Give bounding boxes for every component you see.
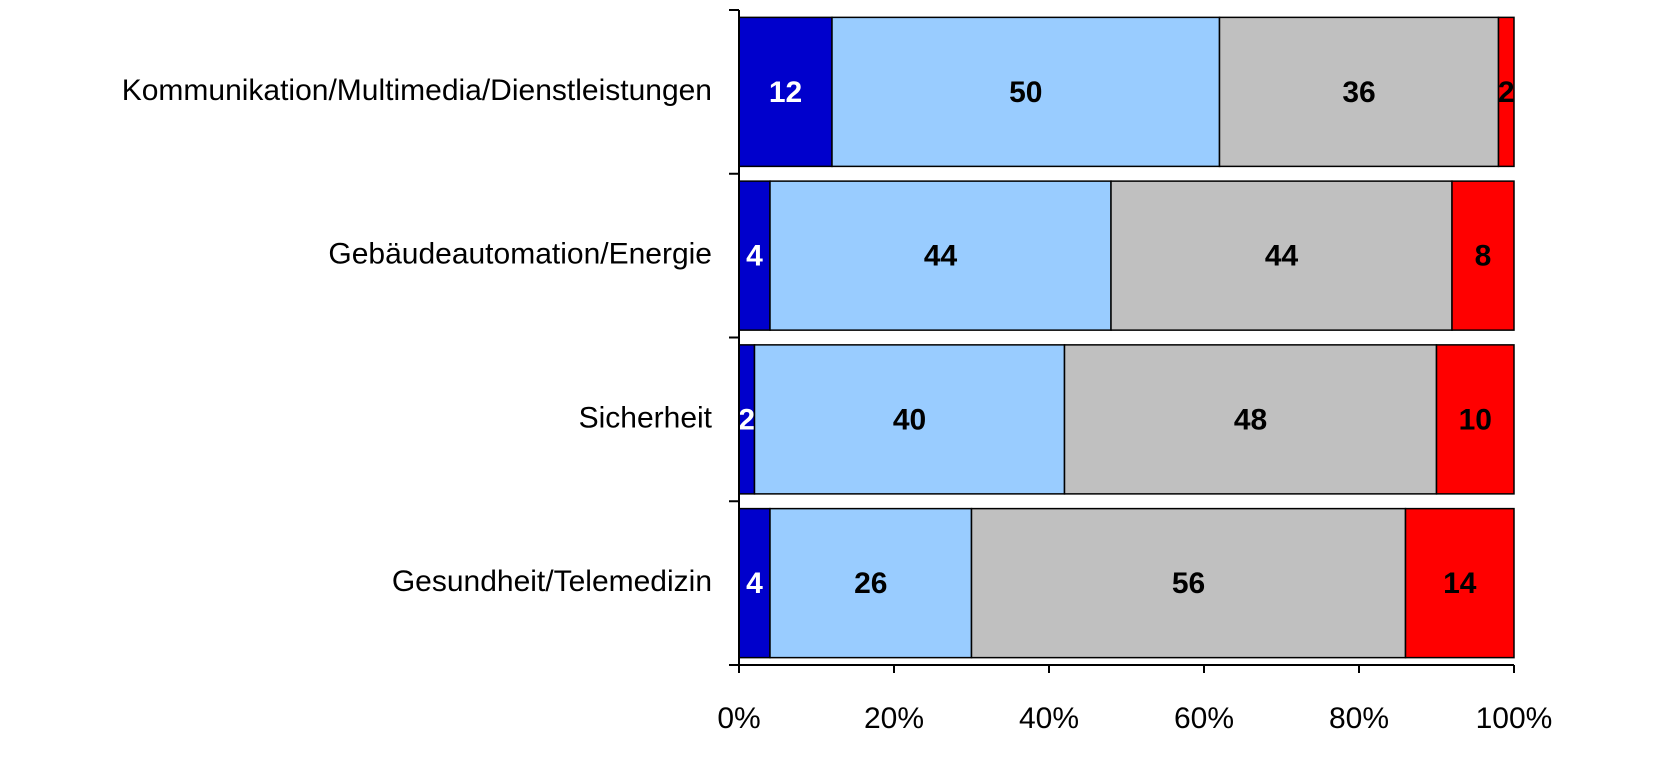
bar-segment	[738, 180, 771, 331]
data-label: 8	[1475, 240, 1492, 273]
data-label: 4	[746, 240, 763, 273]
data-label: 4	[746, 567, 763, 600]
category-label: Gesundheit/Telemedizin	[392, 565, 712, 598]
x-tick-label: 60%	[1174, 702, 1234, 735]
data-label: 2	[1498, 76, 1515, 109]
bar-segment	[1451, 180, 1515, 331]
category-label: Sicherheit	[579, 401, 713, 434]
data-label: 14	[1443, 567, 1477, 600]
data-label: 2	[738, 403, 755, 436]
bar-segment	[769, 507, 973, 659]
x-tick-label: 100%	[1476, 702, 1553, 735]
bar-segment	[970, 507, 1407, 659]
x-tick-label: 80%	[1329, 702, 1389, 735]
x-tick-label: 20%	[864, 702, 924, 735]
data-label: 12	[769, 76, 802, 109]
data-label: 50	[1009, 76, 1042, 109]
data-label: 48	[1234, 403, 1267, 436]
data-label: 44	[924, 240, 958, 273]
data-label: 56	[1172, 567, 1205, 600]
data-label: 44	[1265, 240, 1299, 273]
bar-segment	[753, 344, 1066, 495]
bar-segment	[738, 507, 771, 659]
category-label: Kommunikation/Multimedia/Dienstleistunge…	[122, 74, 712, 107]
data-label: 40	[893, 403, 926, 436]
bar-segment	[1435, 344, 1515, 495]
bar-segment	[1218, 16, 1500, 168]
bar-segment	[1110, 180, 1453, 331]
bar-segment	[1063, 344, 1438, 495]
bar-segment	[738, 16, 833, 168]
category-label: Gebäudeautomation/Energie	[328, 238, 712, 271]
x-tick-label: 0%	[717, 702, 760, 735]
bar-segment	[831, 16, 1221, 168]
x-tick-label: 40%	[1019, 702, 1079, 735]
data-label: 26	[854, 567, 887, 600]
bar-segment	[769, 180, 1112, 331]
bar-segment	[1404, 507, 1515, 659]
data-label: 36	[1342, 76, 1375, 109]
data-label: 10	[1459, 403, 1492, 436]
bar-segment	[1497, 16, 1515, 168]
